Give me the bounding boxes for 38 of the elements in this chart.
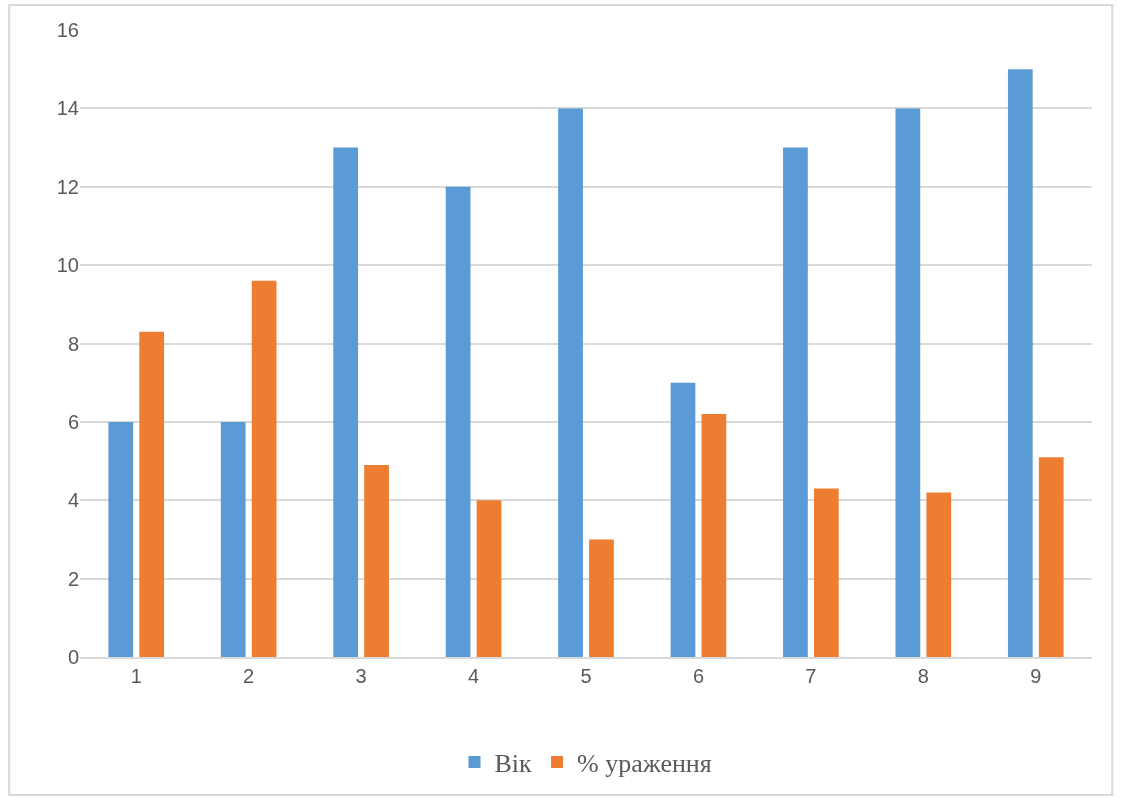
bar xyxy=(445,186,471,657)
bar xyxy=(1007,69,1033,657)
x-tick-label: 9 xyxy=(1030,665,1042,687)
y-tick-label: 6 xyxy=(67,410,79,433)
x-tick-label: 8 xyxy=(917,665,929,687)
bar xyxy=(220,421,246,657)
bar xyxy=(333,147,359,657)
bar xyxy=(251,280,277,657)
bar xyxy=(108,421,134,657)
bar xyxy=(783,147,808,657)
x-tick-label: 7 xyxy=(805,665,817,687)
bar xyxy=(670,382,696,657)
bar xyxy=(139,331,165,657)
bar xyxy=(476,500,502,657)
y-tick-label: 10 xyxy=(56,254,79,277)
x-tick-label: 6 xyxy=(692,665,704,687)
bar xyxy=(926,492,952,657)
x-tick-label: 1 xyxy=(130,665,142,687)
y-tick-label: 2 xyxy=(67,567,79,590)
bar xyxy=(813,488,839,657)
y-tick-label: 0 xyxy=(67,646,79,668)
legend-label: Вік xyxy=(494,749,533,779)
legend-label: % ураження xyxy=(577,749,712,779)
y-tick-label: 4 xyxy=(67,489,79,512)
x-tick-label: 5 xyxy=(580,665,592,687)
x-tick-label: 4 xyxy=(468,665,480,687)
bar xyxy=(558,108,583,657)
bar xyxy=(589,539,614,657)
bar xyxy=(1038,457,1064,657)
y-tick-label: 16 xyxy=(56,19,79,41)
bar xyxy=(701,414,727,657)
bar xyxy=(895,108,921,657)
bar xyxy=(364,464,389,657)
y-tick-label: 14 xyxy=(56,97,79,120)
x-tick-label: 3 xyxy=(355,665,367,687)
x-tick-label: 2 xyxy=(243,665,255,687)
y-tick-label: 12 xyxy=(56,175,79,198)
y-tick-label: 8 xyxy=(67,332,79,355)
